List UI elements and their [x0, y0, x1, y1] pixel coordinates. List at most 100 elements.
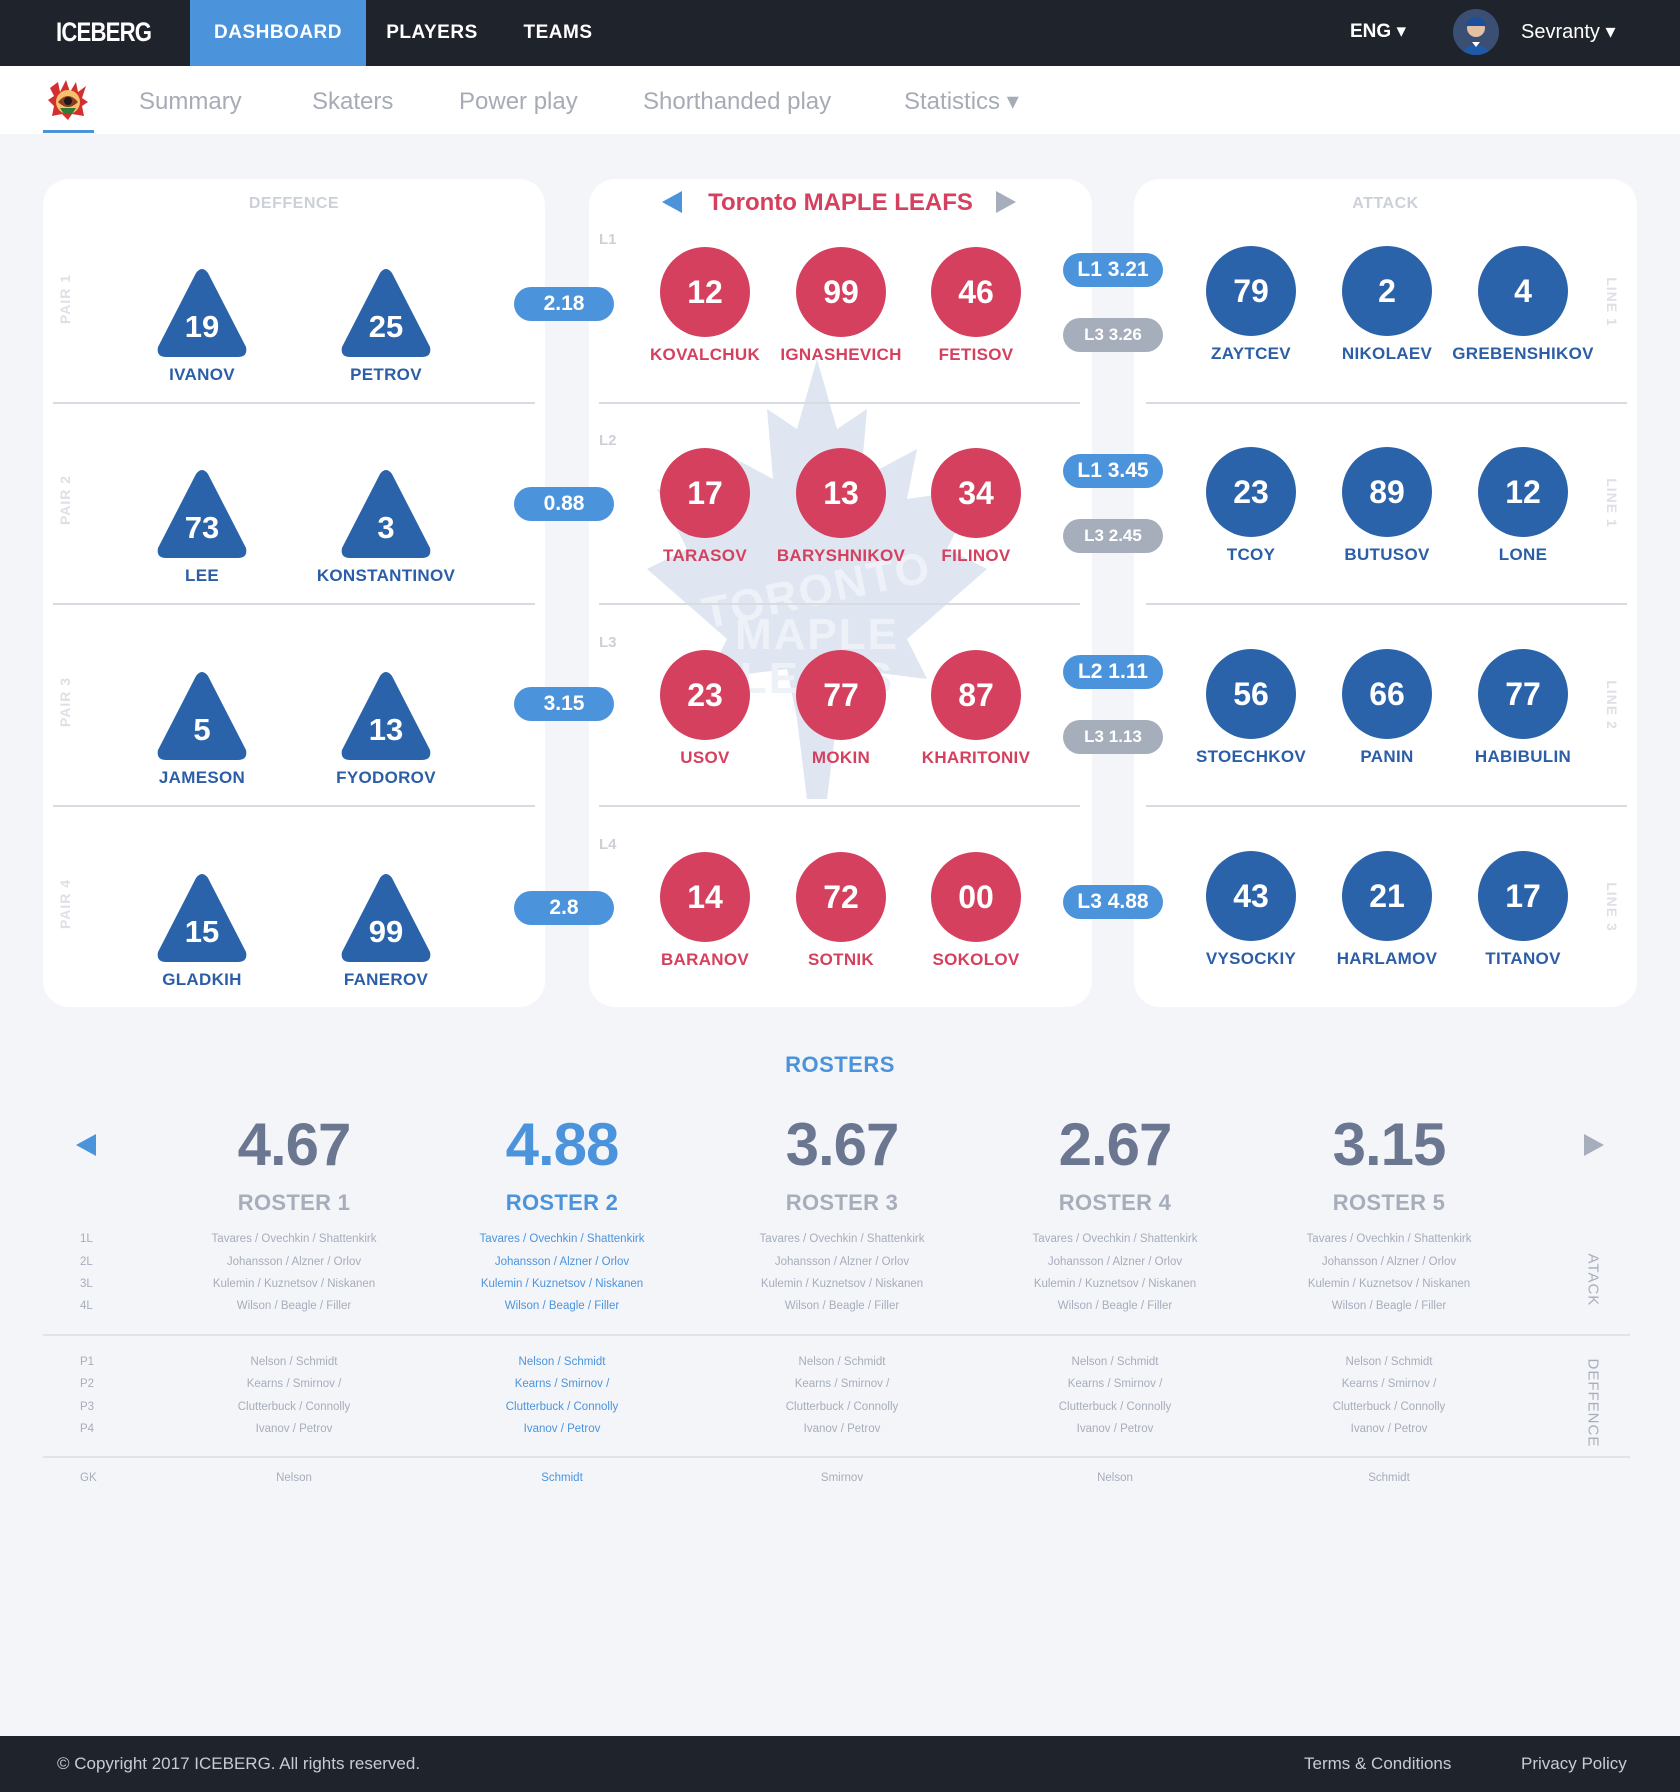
defence-player-marker[interactable]: 99 [340, 872, 432, 964]
rosters-next-arrow-icon[interactable] [1584, 1134, 1604, 1156]
roster-name[interactable]: ROSTER 4 [1058, 1190, 1172, 1215]
roster-row-label: P2 [80, 1378, 95, 1390]
roster-name[interactable]: ROSTER 1 [237, 1190, 351, 1215]
attack-player-circle[interactable]: 23 [1206, 447, 1296, 537]
tab-statistics[interactable]: Statistics ▾ [904, 88, 1019, 115]
rosters-prev-arrow-icon[interactable] [76, 1134, 96, 1156]
matchup-pill[interactable]: L1 3.45 [1063, 454, 1163, 488]
triangle-marker-icon [341, 874, 431, 962]
matchup-pill[interactable]: L3 2.45 [1063, 519, 1163, 553]
matchup-pill[interactable]: L3 3.26 [1063, 318, 1163, 352]
player-name: GLADKIH [162, 970, 242, 989]
user-menu[interactable]: Sevranty ▾ [1521, 21, 1616, 43]
opponent-player-circle[interactable]: 87 [931, 650, 1021, 740]
opponent-player-circle[interactable]: 77 [796, 650, 886, 740]
roster-score[interactable]: 3.15 [1332, 1111, 1447, 1178]
roster-score[interactable]: 4.67 [237, 1111, 352, 1178]
nav-dashboard[interactable]: DASHBOARD [190, 0, 366, 66]
player-name: STOECHKOV [1195, 747, 1307, 766]
opponent-player-circle[interactable]: 00 [931, 852, 1021, 942]
attack-player-circle[interactable]: 17 [1478, 851, 1568, 941]
pair-score-pill[interactable]: 3.15 [514, 687, 614, 721]
roster-attack-line: Wilson / Beagle / Filler [784, 1300, 900, 1312]
roster-name[interactable]: ROSTER 2 [505, 1190, 619, 1215]
opponent-player-circle[interactable]: 13 [796, 448, 886, 538]
language-selector[interactable]: ENG ▾ [1350, 21, 1406, 42]
opponent-player-circle[interactable]: 99 [796, 247, 886, 337]
attack-player-circle[interactable]: 79 [1206, 246, 1296, 336]
nav-teams[interactable]: TEAMS [523, 22, 593, 43]
pair-score-pill[interactable]: 2.8 [514, 891, 614, 925]
defence-player-marker[interactable]: 25 [340, 267, 432, 359]
defence-player-marker[interactable]: 5 [156, 670, 248, 762]
user-avatar[interactable] [1453, 9, 1499, 55]
team-logo-icon[interactable] [46, 78, 90, 122]
opponent-player-circle[interactable]: 72 [796, 852, 886, 942]
opponent-player-circle[interactable]: 12 [660, 247, 750, 337]
row-divider [1146, 805, 1627, 807]
triangle-marker-icon [157, 269, 247, 357]
matchup-pill[interactable]: L3 4.88 [1063, 885, 1163, 919]
roster-defence-pair: Kearns / Smirnov / [246, 1378, 342, 1390]
opponent-player-circle[interactable]: 34 [931, 448, 1021, 538]
attack-player-circle[interactable]: 89 [1342, 447, 1432, 537]
defence-player-marker[interactable]: 13 [340, 670, 432, 762]
roster-score[interactable]: 3.67 [785, 1111, 900, 1178]
opponent-player-circle[interactable]: 17 [660, 448, 750, 538]
opponent-player-circle[interactable]: 46 [931, 247, 1021, 337]
attack-player-circle[interactable]: 56 [1206, 649, 1296, 739]
roster-attack-line: Kulemin / Kuznetsov / Niskanen [480, 1278, 644, 1290]
player-number: 25 [368, 309, 404, 344]
tab-skaters[interactable]: Skaters [312, 88, 394, 115]
attack-player-circle[interactable]: 21 [1342, 851, 1432, 941]
terms-link[interactable]: Terms & Conditions [1304, 1754, 1452, 1773]
tab-shorthanded-play[interactable]: Shorthanded play [643, 88, 832, 115]
next-team-arrow-icon[interactable] [996, 191, 1016, 213]
row-divider [1146, 402, 1627, 404]
attack-player-circle[interactable]: 43 [1206, 851, 1296, 941]
privacy-link[interactable]: Privacy Policy [1521, 1754, 1627, 1773]
prev-team-arrow-icon[interactable] [662, 191, 682, 213]
roster-attack-line: Tavares / Ovechkin / Shattenkirk [759, 1233, 925, 1245]
line-label: L1 [599, 231, 617, 248]
attack-player-circle[interactable]: 66 [1342, 649, 1432, 739]
roster-defence-pair: Kearns / Smirnov / [1341, 1378, 1437, 1390]
opponent-player-circle[interactable]: 14 [660, 852, 750, 942]
roster-score[interactable]: 2.67 [1058, 1111, 1173, 1178]
pair-score-pill[interactable]: 2.18 [514, 287, 614, 321]
opponent-player-circle[interactable]: 23 [660, 650, 750, 740]
app-logo[interactable]: ICEBERG [56, 17, 152, 47]
roster-defence-pair: Ivanov / Petrov [1350, 1423, 1428, 1435]
defence-title: DEFFENCE [248, 195, 340, 212]
attack-player-circle[interactable]: 4 [1478, 246, 1568, 336]
roster-attack-line: Kulemin / Kuznetsov / Niskanen [1033, 1278, 1197, 1290]
defence-player-marker[interactable]: 15 [156, 872, 248, 964]
defence-player-marker[interactable]: 73 [156, 468, 248, 560]
roster-attack-line: Wilson / Beagle / Filler [1057, 1300, 1173, 1312]
triangle-marker-icon [341, 470, 431, 558]
player-name: KOVALCHUK [649, 345, 761, 364]
matchup-pill[interactable]: L3 1.13 [1063, 720, 1163, 754]
tab-summary[interactable]: Summary [139, 88, 242, 115]
roster-score[interactable]: 4.88 [505, 1111, 620, 1178]
pair-score-pill[interactable]: 0.88 [514, 487, 614, 521]
roster-name[interactable]: ROSTER 5 [1332, 1190, 1446, 1215]
tab-power-play[interactable]: Power play [459, 88, 578, 115]
player-number: 3 [377, 510, 395, 545]
player-name: ZAYTCEV [1211, 344, 1291, 363]
nav-players[interactable]: PLAYERS [386, 22, 478, 43]
player-name: HABIBULIN [1474, 747, 1572, 766]
defence-player-marker[interactable]: 3 [340, 468, 432, 560]
matchup-pill[interactable]: L2 1.11 [1063, 655, 1163, 689]
matchup-pill[interactable]: L1 3.21 [1063, 253, 1163, 287]
line-label: L3 [599, 634, 617, 651]
attack-player-circle[interactable]: 77 [1478, 649, 1568, 739]
attack-player-circle[interactable]: 12 [1478, 447, 1568, 537]
pair-label: PAIR 4 [57, 878, 73, 930]
attack-player-circle[interactable]: 2 [1342, 246, 1432, 336]
copyright-text: © Copyright 2017 ICEBERG. All rights res… [57, 1754, 421, 1773]
roster-name[interactable]: ROSTER 3 [785, 1190, 899, 1215]
defence-player-marker[interactable]: 19 [156, 267, 248, 359]
roster-defence-pair: Ivanov / Petrov [255, 1423, 333, 1435]
row-divider [53, 402, 535, 404]
